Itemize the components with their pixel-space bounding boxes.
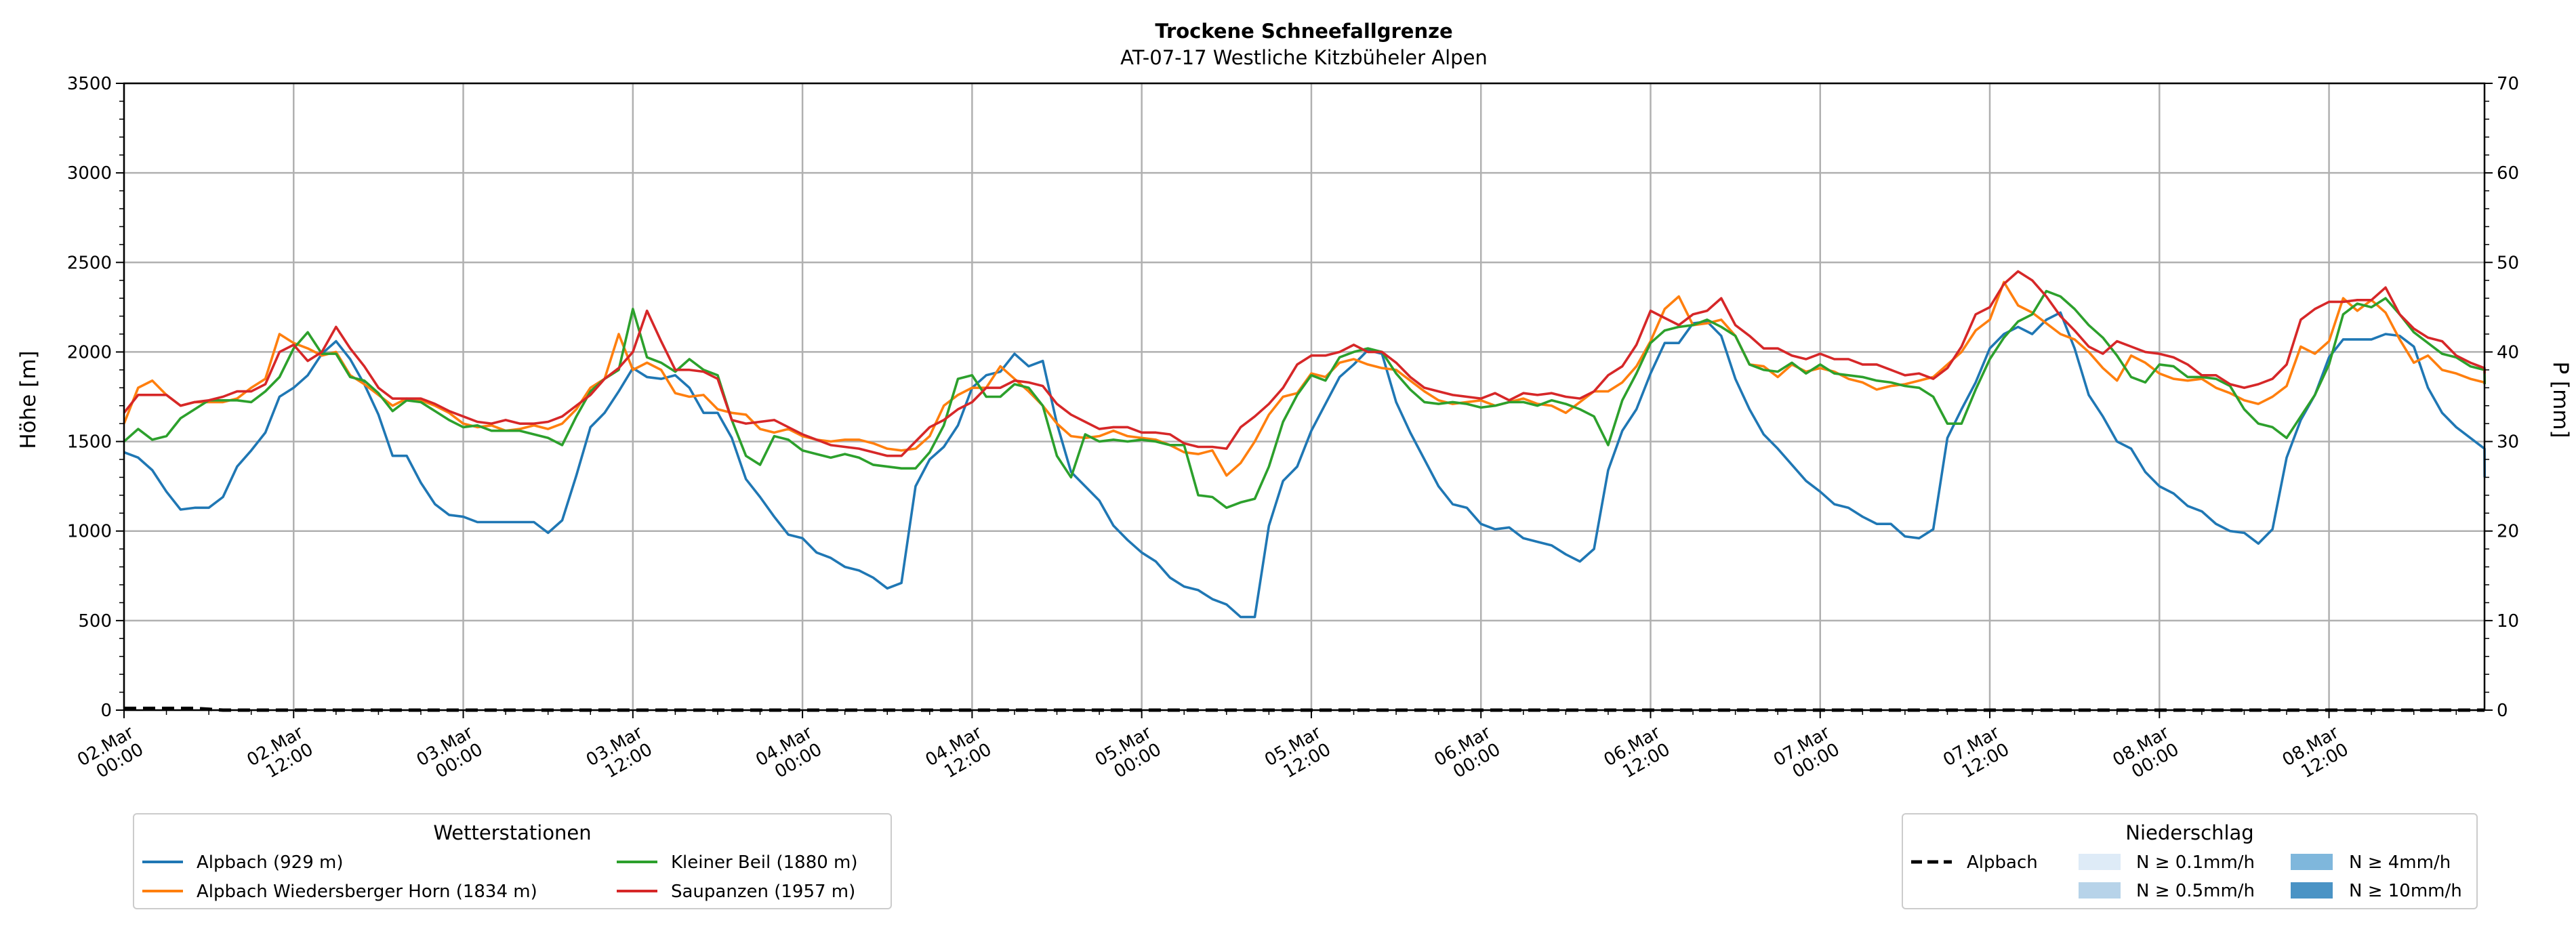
y-axis-label: Höhe [m] (16, 350, 41, 449)
legend-swatch-label-3: N ≥ 10mm/h (2349, 881, 2462, 901)
y2-axis-label: P [mm] (2548, 361, 2573, 438)
legend-label-2: Kleiner Beil (1880 m) (671, 852, 858, 873)
y-tick-label: 2000 (67, 342, 112, 363)
y2-tick-label: 20 (2497, 522, 2519, 542)
legend-swatch-0 (2079, 854, 2121, 870)
legend-precipitation-title: Niederschlag (2125, 821, 2253, 844)
y2-tick-label: 70 (2497, 74, 2519, 94)
grid (123, 82, 2485, 711)
y2-tick-label: 50 (2497, 253, 2519, 273)
legend-label-0: Alpbach (929 m) (197, 852, 344, 873)
legend-label-1: Alpbach Wiedersberger Horn (1834 m) (197, 882, 537, 902)
y-tick-label: 1500 (67, 432, 112, 453)
y-tick-label: 2500 (67, 253, 112, 273)
y-tick-label: 3500 (67, 74, 112, 94)
y-tick-label: 1000 (67, 522, 112, 542)
legend-label-3: Saupanzen (1957 m) (671, 882, 855, 902)
y-tick-label: 0 (100, 701, 112, 721)
legend-swatch-label-0: N ≥ 0.1mm/h (2136, 852, 2255, 873)
y2-tick-label: 10 (2497, 611, 2519, 632)
y2-tick-label: 30 (2497, 432, 2519, 453)
series-line-2 (123, 289, 2487, 510)
series-line-0 (123, 311, 2487, 619)
y2-tick-label: 40 (2497, 342, 2519, 363)
legend-precipitation-frame (1902, 813, 2478, 909)
y2-tick-label: 60 (2497, 163, 2519, 184)
chart-subtitle: AT-07-17 Westliche Kitzbüheler Alpen (1120, 46, 1488, 69)
legend-stations-title: Wetterstationen (433, 821, 591, 844)
legend-swatch-label-1: N ≥ 4mm/h (2349, 852, 2451, 873)
legend-stations-frame (133, 813, 892, 909)
legend-precip-line-label: Alpbach (1967, 852, 2038, 873)
legend-swatch-3 (2291, 882, 2333, 899)
y2-tick-label: 0 (2497, 701, 2508, 721)
legend-swatch-1 (2291, 854, 2333, 870)
legend-swatch-2 (2079, 882, 2121, 899)
series-layer (123, 270, 2487, 712)
legend-precipitation: Niederschlag Alpbach N ≥ 0.1mm/h N ≥ 4mm… (1902, 813, 2478, 909)
series-line-3 (123, 270, 2487, 457)
plot-frame (123, 82, 2486, 711)
legend-stations: Wetterstationen Alpbach (929 m) Alpbach W… (133, 813, 892, 909)
axes: 0 500 1000 1500 2000 2500 3000 3500 0 10 20 30 40 50 6… (67, 74, 2519, 783)
chart-title: Trockene Schneefallgrenze (1155, 20, 1452, 43)
y-tick-label: 3000 (67, 163, 112, 184)
legend-swatch-label-2: N ≥ 0.5mm/h (2136, 881, 2255, 901)
series-line-1 (123, 281, 2487, 477)
y-tick-label: 500 (78, 611, 112, 632)
